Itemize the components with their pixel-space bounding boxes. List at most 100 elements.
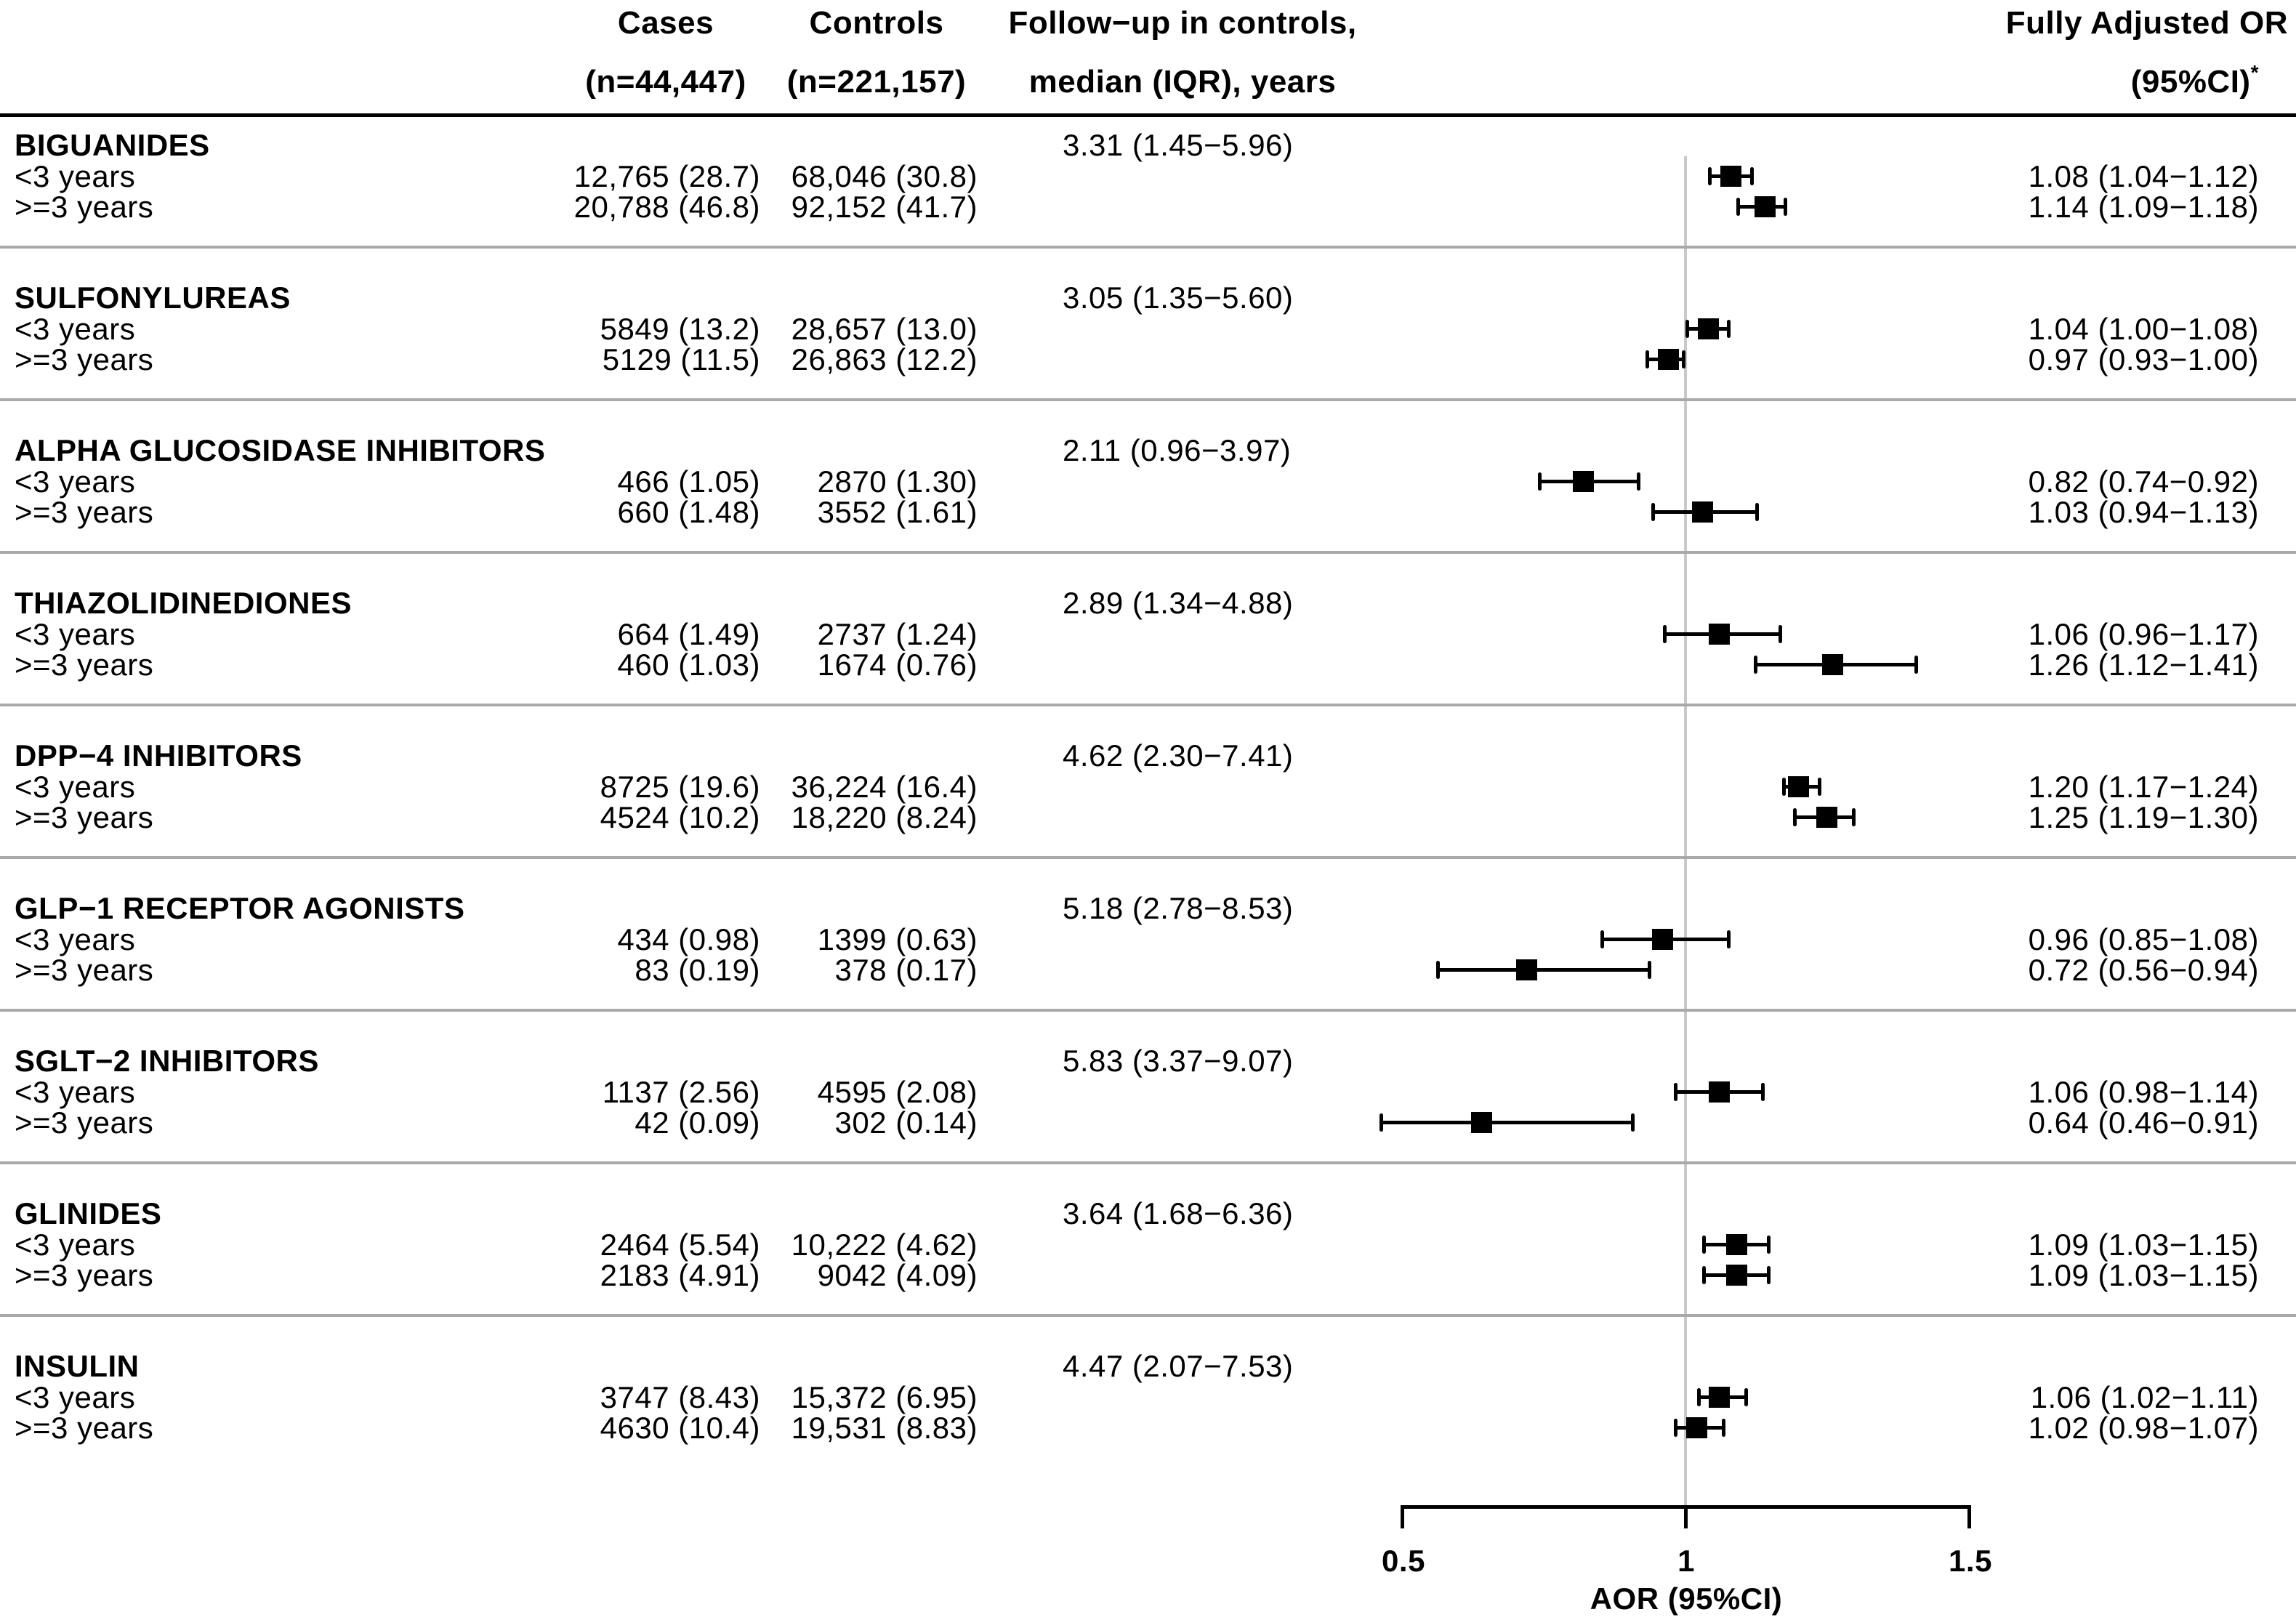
controls-value: 19,531 (8.83) (791, 1411, 978, 1445)
controls-value: 10,222 (4.62) (791, 1228, 978, 1262)
drug-class-label: THIAZOLIDINEDIONES (15, 586, 353, 620)
ci-cap-right (1749, 167, 1754, 185)
duration-label: >=3 years (15, 953, 154, 987)
or-point-square (1709, 1387, 1731, 1408)
table-row: <3 years 2464 (5.54) 10,222 (4.62) 1.09 … (0, 1230, 2296, 1260)
section-separator (0, 398, 2296, 401)
table-row: >=3 years 2183 (4.91) 9042 (4.09) 1.09 (… (0, 1260, 2296, 1291)
cases-value: 660 (1.48) (617, 495, 760, 529)
or-ci-value: 0.64 (0.46−0.91) (2028, 1105, 2259, 1140)
ci-cap-right (1727, 930, 1731, 948)
controls-value: 18,220 (8.24) (791, 800, 978, 834)
x-axis-tick-1_5 (1967, 1505, 1971, 1528)
ci-cap-left (1600, 930, 1604, 948)
ci-cap-right (1744, 1388, 1748, 1406)
section-separator (0, 704, 2296, 706)
drug-class-label: SGLT−2 INHIBITORS (15, 1044, 319, 1078)
controls-value: 92,152 (41.7) (791, 190, 978, 224)
or-ci-value: 0.72 (0.56−0.94) (2028, 953, 2259, 987)
forest-marker (1781, 776, 1822, 797)
controls-value: 1399 (0.63) (817, 922, 978, 956)
duration-label: <3 years (15, 770, 136, 804)
cases-value: 12,765 (28.7) (573, 159, 760, 193)
forest-marker (1646, 349, 1685, 370)
table-row: <3 years 1137 (2.56) 4595 (2.08) 1.06 (0… (0, 1077, 2296, 1108)
or-point-square (1709, 1081, 1731, 1103)
ci-cap-left (1708, 167, 1712, 185)
or-ci-value: 1.04 (1.00−1.08) (2028, 312, 2259, 346)
ci-cap-right (1778, 625, 1782, 643)
cases-value: 460 (1.03) (617, 648, 760, 682)
ci-cap-left (1379, 1113, 1383, 1132)
cases-value: 5849 (13.2) (600, 312, 760, 346)
ci-cap-left (1674, 1083, 1678, 1101)
ci-whisker (1379, 1121, 1635, 1124)
forest-marker (1736, 196, 1788, 217)
duration-label: <3 years (15, 1380, 136, 1414)
section-sulfonylureas: SULFONYLUREAS 3.05 (1.35−5.60) <3 years … (0, 270, 2296, 422)
ci-whisker (1435, 968, 1652, 972)
ci-cap-left (1753, 656, 1757, 674)
ci-cap-right (1681, 350, 1685, 368)
ci-cap-left (1538, 472, 1542, 491)
ci-cap-left (1674, 1419, 1678, 1437)
forest-marker (1538, 471, 1640, 492)
duration-label: <3 years (15, 312, 136, 346)
or-point-square (1720, 166, 1741, 187)
column-header-cases-line1: Cases (617, 5, 714, 41)
column-header-followup-line1: Follow−up in controls, (1008, 5, 1357, 41)
forest-marker (1435, 959, 1652, 980)
cases-value: 2183 (4.91) (600, 1258, 760, 1292)
duration-label: <3 years (15, 617, 136, 651)
or-ci-value: 1.06 (0.98−1.14) (2028, 1075, 2259, 1109)
or-point-square (1822, 654, 1844, 675)
forest-marker (1753, 654, 1918, 675)
followup-value: 4.47 (2.07−7.53) (1063, 1349, 1294, 1383)
or-point-square (1686, 1417, 1708, 1438)
or-point-square (1658, 349, 1680, 370)
duration-label: <3 years (15, 922, 136, 956)
controls-value: 36,224 (16.4) (791, 770, 978, 804)
or-ci-value: 1.03 (0.94−1.13) (2028, 495, 2259, 529)
forest-marker (1702, 1265, 1771, 1286)
or-point-square (1709, 624, 1731, 645)
or-ci-value: 1.09 (1.03−1.15) (2028, 1228, 2259, 1262)
forest-marker (1696, 1387, 1748, 1408)
controls-value: 26,863 (12.2) (791, 342, 978, 376)
cases-value: 20,788 (46.8) (573, 190, 760, 224)
or-ci-value: 0.96 (0.85−1.08) (2028, 922, 2259, 956)
ci-cap-left (1793, 808, 1797, 826)
ci-cap-right (1784, 198, 1788, 216)
section-glinides: GLINIDES 3.64 (1.68−6.36) <3 years 2464 … (0, 1185, 2296, 1338)
table-row: <3 years 466 (1.05) 2870 (1.30) 0.82 (0.… (0, 467, 2296, 497)
forest-marker (1685, 318, 1731, 339)
footnote-asterisk: * (2250, 61, 2259, 84)
x-axis-title: AOR (95%CI) (1590, 1581, 1783, 1616)
ci-cap-left (1646, 350, 1650, 368)
section-separator (0, 1009, 2296, 1012)
ci-cap-left (1662, 625, 1667, 643)
duration-label: <3 years (15, 1228, 136, 1262)
forest-marker (1674, 1081, 1765, 1103)
section-biguanides: BIGUANIDES 3.31 (1.45−5.96) <3 years 12,… (0, 117, 2296, 270)
ci-cap-right (1630, 1113, 1635, 1132)
controls-value: 302 (0.14) (834, 1105, 978, 1140)
ci-cap-right (1766, 1266, 1771, 1284)
section-separator (0, 856, 2296, 859)
section-alpha-glucosidase-inhibitors: ALPHA GLUCOSIDASE INHIBITORS 2.11 (0.96−… (0, 422, 2296, 575)
table-row: <3 years 664 (1.49) 2737 (1.24) 1.06 (0.… (0, 619, 2296, 650)
controls-value: 378 (0.17) (834, 953, 978, 987)
ci-cap-right (1914, 656, 1918, 674)
ci-cap-left (1702, 1236, 1707, 1254)
drug-class-label: DPP−4 INHIBITORS (15, 738, 302, 773)
or-ci-value: 1.06 (0.96−1.17) (2028, 617, 2259, 651)
controls-value: 9042 (4.09) (817, 1258, 978, 1292)
or-point-square (1573, 471, 1595, 492)
column-header-or-line2: (95%CI)* (2131, 61, 2259, 103)
cases-value: 8725 (19.6) (600, 770, 760, 804)
duration-label: >=3 years (15, 495, 154, 529)
column-header-controls-line1: Controls (809, 5, 944, 41)
section-thiazolidinediones: THIAZOLIDINEDIONES 2.89 (1.34−4.88) <3 y… (0, 575, 2296, 728)
ci-cap-right (1755, 503, 1760, 521)
duration-label: >=3 years (15, 1105, 154, 1140)
